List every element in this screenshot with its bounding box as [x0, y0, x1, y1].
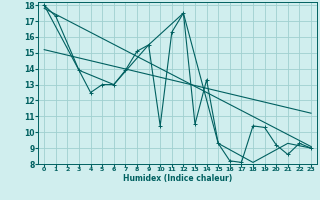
- X-axis label: Humidex (Indice chaleur): Humidex (Indice chaleur): [123, 174, 232, 183]
